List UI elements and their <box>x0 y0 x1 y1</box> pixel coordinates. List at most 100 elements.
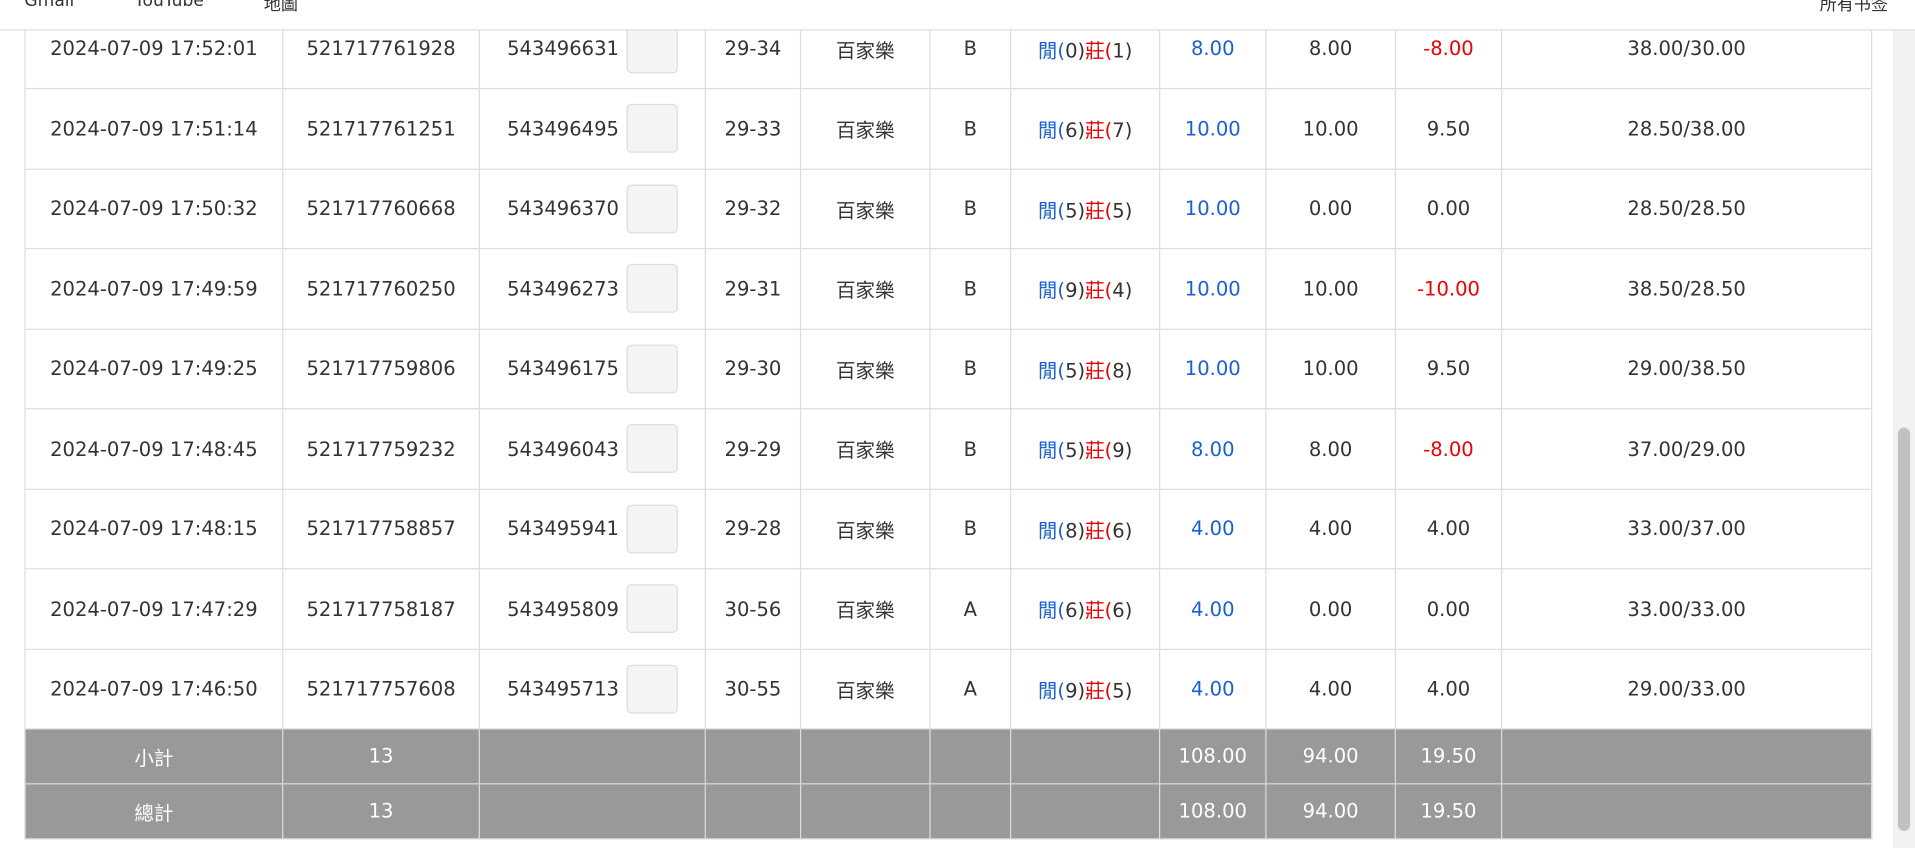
table-cell: B <box>930 249 1012 330</box>
video-icon[interactable] <box>626 184 678 234</box>
table-cell: 0.00 <box>1266 169 1396 250</box>
cell-text: 4.00 <box>1190 597 1235 621</box>
total-cell <box>1502 783 1873 840</box>
cell-text: 百家樂 <box>835 519 895 543</box>
table-cell: 521717761928 <box>283 9 480 90</box>
cell-text: 543496175 <box>507 357 619 381</box>
cell-text: 10.00 <box>1184 357 1241 381</box>
cell-text: 543496495 <box>507 116 619 141</box>
cell-text: 2024-07-09 17:48:15 <box>50 517 258 541</box>
cell-text: B <box>963 437 978 461</box>
table-cell: 4.00 <box>1160 649 1267 730</box>
table-cell: 30-56 <box>705 569 802 650</box>
table-cell: 閒(5) 莊(9) <box>1011 409 1161 490</box>
cell-text: 33.00/33.00 <box>1627 597 1746 621</box>
total-cell <box>1011 783 1161 840</box>
cell-text: 閒(5) <box>1037 438 1086 463</box>
table-cell: 2024-07-09 17:49:25 <box>24 329 284 410</box>
video-icon[interactable] <box>626 584 678 634</box>
table-cell: 百家樂 <box>801 569 931 650</box>
table-cell: 2024-07-09 17:48:45 <box>24 409 284 490</box>
cell-text: 百家樂 <box>835 599 895 623</box>
table-cell: 29-34 <box>705 9 802 90</box>
table-cell: 2024-07-09 17:47:29 <box>24 569 284 650</box>
cell-text: 37.00/29.00 <box>1627 437 1746 461</box>
cell-text: 2024-07-09 17:52:01 <box>50 36 258 61</box>
video-icon[interactable] <box>626 504 678 554</box>
cell-text: 百家樂 <box>835 679 895 703</box>
cell-text: 閒(0) <box>1037 38 1086 63</box>
bookmark[interactable]: 地圖 <box>263 0 298 15</box>
table-cell: B <box>930 329 1012 410</box>
cell-text: 閒(9) <box>1037 278 1086 303</box>
cell-text: 543496370 <box>507 197 619 221</box>
cell-text: 108.00 <box>1178 744 1247 768</box>
cell-text: 4.00 <box>1190 677 1235 701</box>
cell-text: 閒(9) <box>1037 679 1086 703</box>
video-icon[interactable] <box>626 104 678 154</box>
cell-text: 30-56 <box>724 597 782 621</box>
cell-text: 29-33 <box>724 116 782 141</box>
cell-text: 莊(4) <box>1085 278 1133 303</box>
total-cell <box>1011 729 1161 784</box>
total-cell: 13 <box>283 729 480 784</box>
video-icon[interactable] <box>626 264 678 314</box>
cell-text: 543495941 <box>507 517 619 541</box>
video-icon[interactable] <box>626 344 678 394</box>
table-cell: 百家樂 <box>801 9 931 90</box>
cell-text: 8.00 <box>1308 437 1353 461</box>
cell-text: 108.00 <box>1178 799 1247 823</box>
cell-text: 543495809 <box>507 597 619 621</box>
bookmark[interactable]: YouTube <box>134 0 204 11</box>
total-cell <box>801 729 931 784</box>
table-cell: 10.00 <box>1266 329 1396 410</box>
cell-text: 莊(9) <box>1085 438 1133 463</box>
table-cell: 37.00/29.00 <box>1502 409 1873 490</box>
total-cell: 19.50 <box>1395 729 1503 784</box>
cell-text: 8.00 <box>1190 36 1235 61</box>
cell-text: 29-30 <box>724 357 782 381</box>
table-cell: 10.00 <box>1160 329 1267 410</box>
video-icon[interactable] <box>626 24 678 74</box>
table-cell: 543495713 <box>479 649 706 730</box>
cell-text: 莊(1) <box>1085 38 1133 63</box>
cell-text: 521717758187 <box>306 597 456 621</box>
table-cell: 百家樂 <box>801 89 931 170</box>
bookmark[interactable]: 所有书签 <box>1819 0 1889 15</box>
cell-text: 28.50/38.00 <box>1627 116 1746 141</box>
cell-text: 莊(7) <box>1085 118 1133 143</box>
table-cell: 521717758187 <box>283 569 480 650</box>
cell-text: 10.00 <box>1184 277 1241 301</box>
cell-text: 4.00 <box>1426 677 1471 701</box>
table-cell: 閒(6) 莊(6) <box>1011 569 1161 650</box>
table-cell: 閒(8) 莊(6) <box>1011 489 1161 570</box>
total-cell <box>1502 729 1873 784</box>
total-cell: 108.00 <box>1160 729 1267 784</box>
cell-text: -8.00 <box>1423 36 1474 61</box>
cell-text: 29-31 <box>724 277 782 301</box>
scrollbar[interactable] <box>1893 29 1915 848</box>
table-cell: 2024-07-09 17:48:15 <box>24 489 284 570</box>
table-cell: 百家樂 <box>801 489 931 570</box>
video-icon[interactable] <box>626 424 678 474</box>
video-icon[interactable] <box>626 664 678 714</box>
cell-text: 521717761251 <box>306 116 456 141</box>
table-cell: 29.00/33.00 <box>1502 649 1873 730</box>
table-cell: 38.50/28.50 <box>1502 249 1873 330</box>
table-cell: 8.00 <box>1266 9 1396 90</box>
cell-text: 521717760668 <box>306 197 456 221</box>
table-cell: 543495809 <box>479 569 706 650</box>
scroll-thumb[interactable] <box>1897 427 1911 831</box>
table-cell: 543496043 <box>479 409 706 490</box>
bookmark[interactable]: Gmail <box>24 0 75 11</box>
cell-text: 百家樂 <box>835 358 895 383</box>
total-cell <box>705 783 802 840</box>
cell-text: 29-34 <box>724 36 782 61</box>
table-cell: 28.50/38.00 <box>1502 89 1873 170</box>
table-cell: -10.00 <box>1395 249 1503 330</box>
cell-text: 0.00 <box>1308 197 1353 221</box>
table-cell: 29-29 <box>705 409 802 490</box>
cell-text: 521717758857 <box>306 517 456 541</box>
